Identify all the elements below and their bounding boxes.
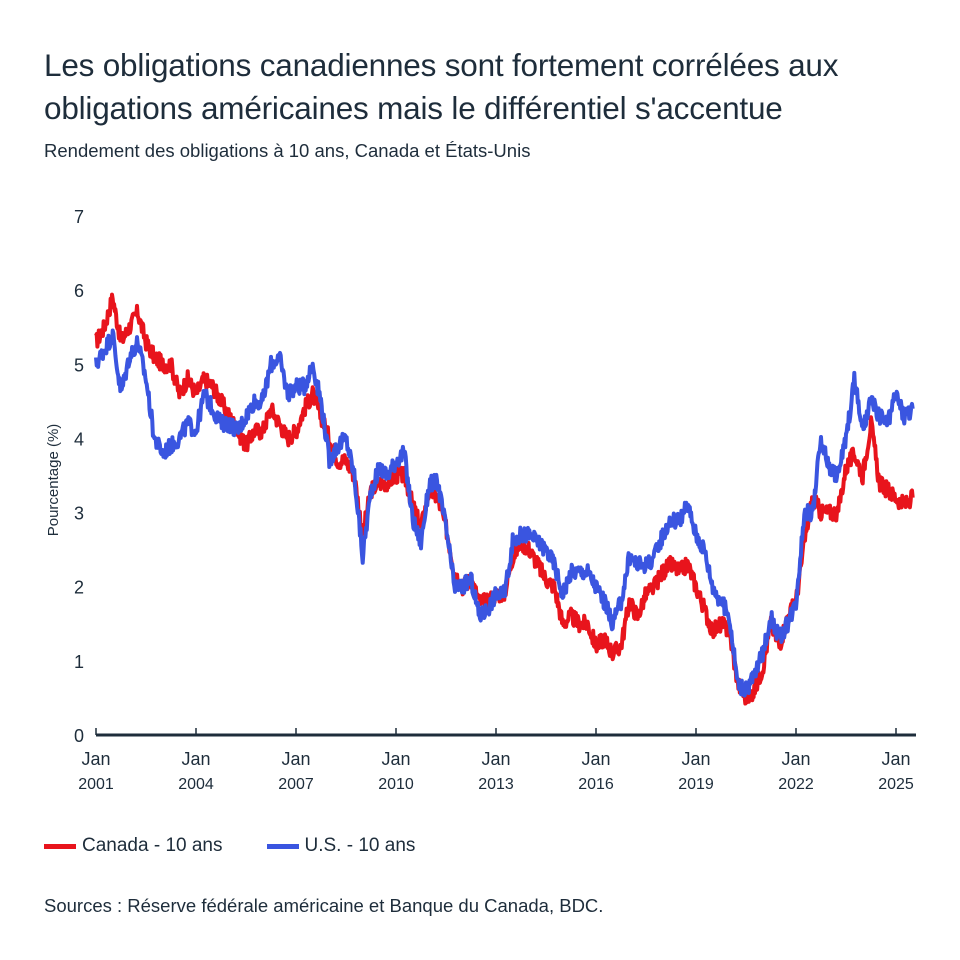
y-tick-label: 7 [74,207,84,227]
legend-item-canada[interactable]: Canada - 10 ans [44,835,223,857]
legend-swatch-canada [44,843,76,849]
x-tick-label-year: 2010 [378,776,414,793]
chart-title: Les obligations canadiennes sont forteme… [44,47,839,126]
x-tick-label-month: Jan [681,749,710,769]
legend-label-us: U.S. - 10 ans [304,835,416,856]
y-tick-label: 6 [74,281,84,301]
x-tick-label-year: 2004 [178,776,214,793]
y-tick-label: 2 [74,578,84,598]
x-tick-label-month: Jan [381,749,410,769]
x-tick-label-year: 2022 [778,776,814,793]
x-tick-label-month: Jan [881,749,910,769]
series-line-canada [94,292,915,706]
y-axis-ticks: 0 1 2 3 4 5 6 7 [74,207,84,746]
series-line-us [94,328,915,698]
x-tick-label-year: 2013 [478,776,514,793]
legend-item-us[interactable]: U.S. - 10 ans [266,835,416,857]
y-tick-label: 3 [74,504,84,524]
y-tick-label: 4 [74,429,84,449]
x-tick-label-year: 2016 [578,776,614,793]
y-tick-label: 5 [74,355,84,375]
x-tick-label-year: 2019 [678,776,714,793]
x-tick-label-month: Jan [81,749,110,769]
y-tick-label: 1 [74,652,84,672]
source-note: Sources : Réserve fédérale américaine et… [44,895,604,916]
x-tick-label-month: Jan [581,749,610,769]
chart-subtitle: Rendement des obligations à 10 ans, Cana… [44,140,531,161]
x-tick-label-year: 2001 [78,776,114,793]
y-axis-title: Pourcentage (%) [45,424,62,537]
legend: Canada - 10 ans U.S. - 10 ans [44,835,459,857]
series-layer [94,292,915,706]
x-tick-label-year: 2007 [278,776,314,793]
x-tick-label-year: 2025 [878,776,914,793]
x-tick-label-month: Jan [481,749,510,769]
x-axis-ticks: Jan 2001 Jan 2004 Jan 2007 Jan 2010 Jan 2013 Jan 20… [78,728,914,793]
legend-swatch-us [266,843,299,849]
x-tick-label-month: Jan [181,749,210,769]
legend-label-canada: Canada - 10 ans [82,835,223,856]
x-tick-label-month: Jan [781,749,810,769]
x-tick-label-month: Jan [281,749,310,769]
y-tick-label: 0 [74,726,84,746]
